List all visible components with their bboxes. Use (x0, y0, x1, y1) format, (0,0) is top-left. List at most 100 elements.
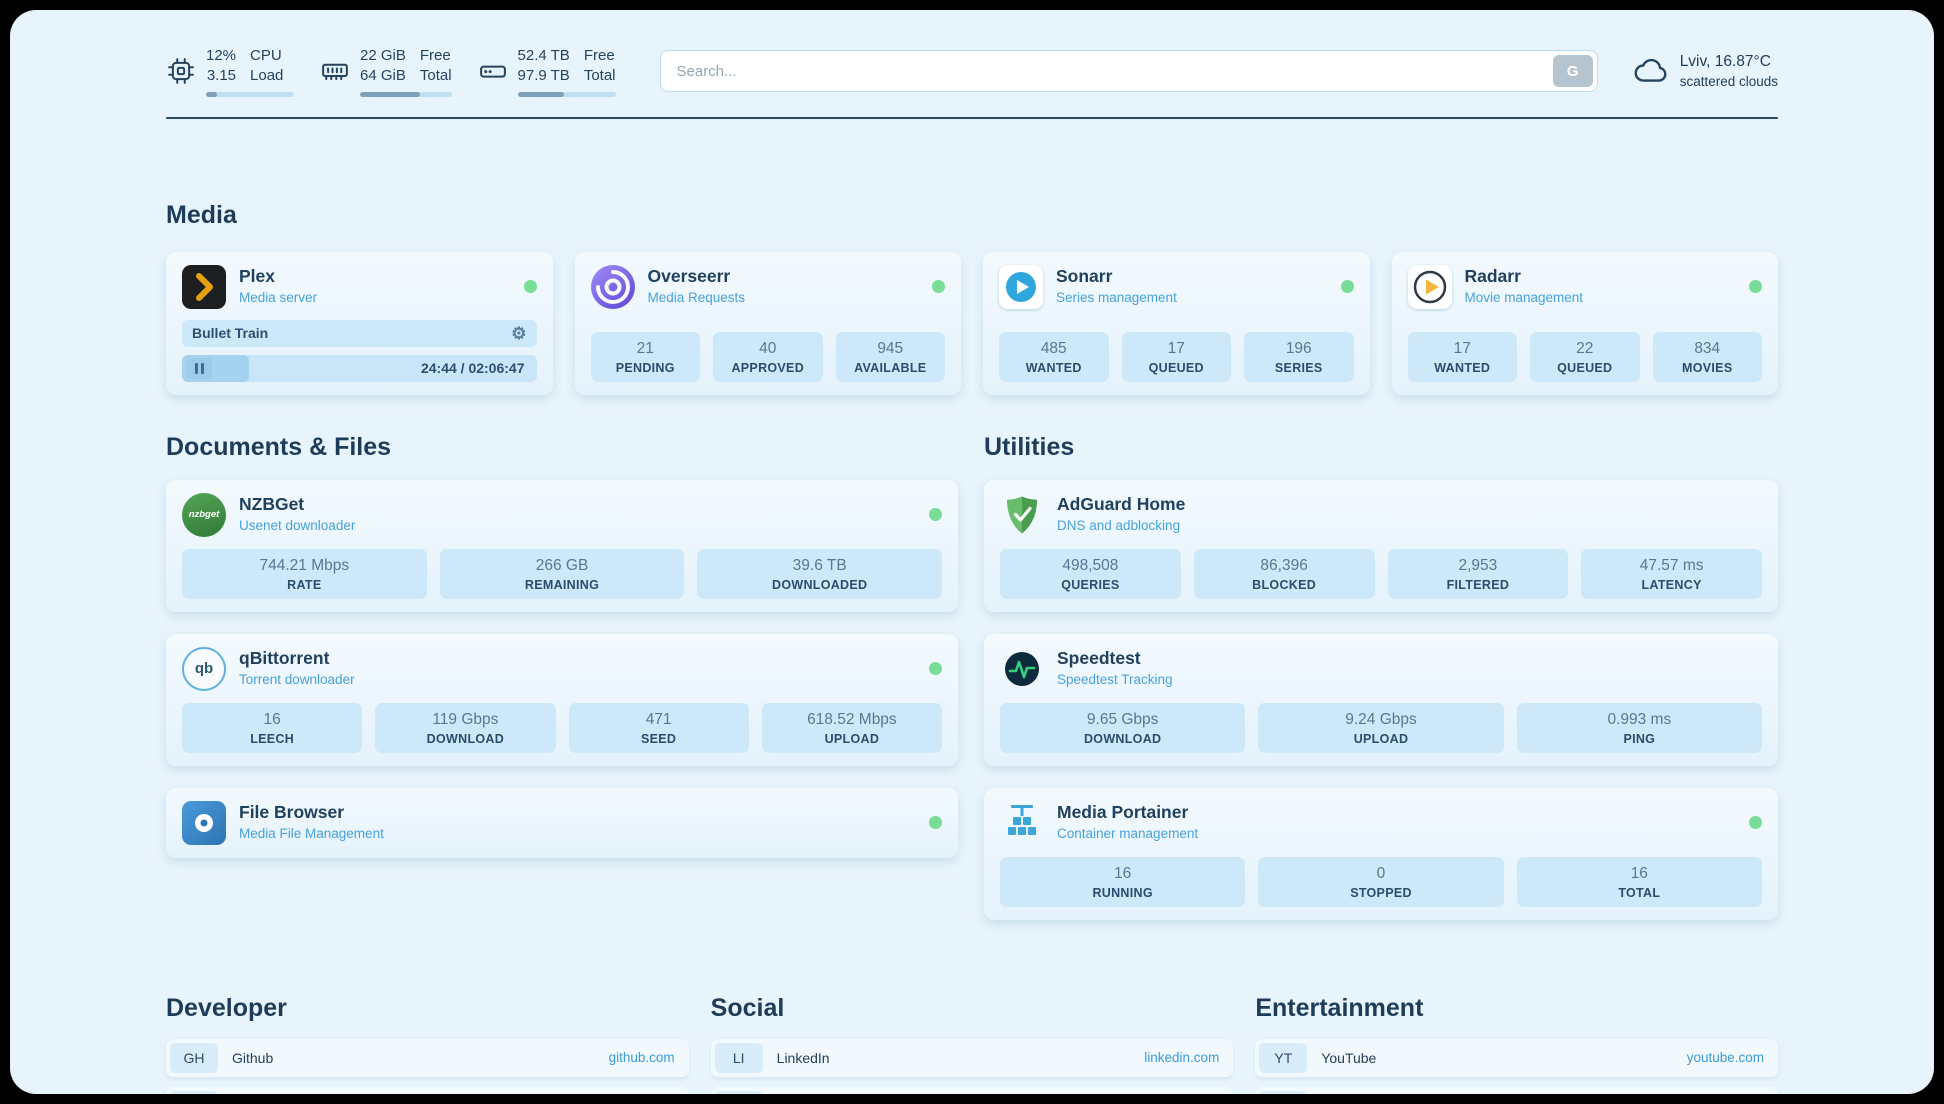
search-engine-button[interactable]: G (1552, 55, 1593, 88)
bookmark-abbr: GH (170, 1042, 218, 1073)
cpu-percent: 12% (206, 47, 237, 64)
stat-queued: 22 QUEUED (1530, 331, 1640, 382)
app-link-adguard[interactable]: AdGuard Home DNS and adblocking (1000, 493, 1762, 537)
bookmark-url: github.com (608, 1050, 675, 1065)
cpu-label: CPU (250, 47, 282, 64)
playback-progress[interactable]: 24:44 / 02:06:47 (182, 354, 537, 382)
playback-time: 24:44 / 02:06:47 (420, 360, 525, 376)
stat-label: PING (1623, 731, 1656, 746)
stat-value: 17 (1167, 339, 1185, 357)
bookmark-abbr: LI (714, 1042, 763, 1073)
app-link-plex[interactable]: Plex Media server (182, 264, 537, 309)
stat-value: 498,508 (1062, 556, 1119, 574)
app-card-plex: Plex Media server Bullet Train ⚙ 24:44 /… (166, 251, 553, 395)
now-playing-title: Bullet Train (192, 325, 269, 341)
portainer-icon (1000, 801, 1044, 845)
bookmark-url: youtube.com (1686, 1050, 1764, 1065)
bookmark-linkedin[interactable]: LI LinkedIn linkedin.com (710, 1038, 1234, 1077)
stat-label: TOTAL (1618, 885, 1661, 900)
stat-value: 485 (1040, 339, 1067, 357)
stat-value: 16 (263, 710, 281, 728)
stat-label: STOPPED (1350, 885, 1412, 900)
stat-wanted: 485 WANTED (999, 331, 1109, 382)
plex-icon (182, 264, 226, 309)
bookmark-stackoverflow[interactable]: SO StackOverflow stackoverflow.com (166, 1086, 689, 1094)
app-subtitle: DNS and adblocking (1057, 518, 1181, 533)
bookmarks: Developer GH Github github.com SO StackO… (166, 993, 1778, 1094)
app-name: File Browser (239, 802, 345, 823)
stat-label: AVAILABLE (854, 360, 927, 375)
stat-movies: 834 MOVIES (1652, 331, 1762, 382)
now-playing-row: Bullet Train ⚙ (182, 319, 537, 347)
bookmark-abbr: YT (1259, 1042, 1308, 1073)
disk-label: Free (583, 47, 615, 64)
bookmark-github[interactable]: GH Github github.com (166, 1038, 689, 1077)
app-name: Overseerr (647, 266, 731, 287)
stat-blocked: 86,396 BLOCKED (1193, 548, 1375, 599)
disk-progress-fill (517, 91, 564, 97)
app-link-overseerr[interactable]: Overseerr Media Requests (590, 264, 945, 309)
status-dot (929, 662, 942, 675)
ram-total: 64 GiB (360, 67, 406, 85)
app-name: Media Portainer (1057, 802, 1189, 823)
app-link-radarr[interactable]: Radarr Movie management (1407, 264, 1762, 309)
stat-value: 471 (645, 710, 672, 728)
pause-icon[interactable] (187, 357, 212, 379)
app-link-nzbget[interactable]: nzbget NZBGet Usenet downloader (182, 492, 942, 537)
bookmark-netflix[interactable]: NF Netflix netflix.com (1255, 1086, 1778, 1094)
sonarr-icon (999, 264, 1043, 309)
app-link-filebrowser[interactable]: File Browser Media File Management (182, 800, 942, 845)
app-card-overseerr: Overseerr Media Requests 21 PENDING 40 A… (574, 251, 961, 395)
documents-column: Documents & Files nzbget NZBGet Usenet d… (166, 433, 958, 858)
stat-queries: 498,508 QUERIES (1000, 548, 1181, 599)
app-subtitle: Series management (1056, 290, 1177, 305)
app-link-sonarr[interactable]: Sonarr Series management (999, 264, 1354, 309)
adguard-icon (1000, 493, 1044, 537)
stat-wanted: 17 WANTED (1407, 331, 1517, 382)
qbittorrent-icon: qb (182, 646, 226, 691)
stat-label: DOWNLOAD (426, 731, 505, 746)
stat-label: MOVIES (1682, 360, 1733, 375)
stat-upload: 9.24 Gbps UPLOAD (1258, 702, 1504, 753)
app-card-filebrowser: File Browser Media File Management (166, 787, 958, 858)
stat-label: WANTED (1434, 360, 1491, 375)
stat-value: 266 GB (535, 556, 589, 574)
app-name: Radarr (1464, 266, 1521, 287)
stat-label: BLOCKED (1252, 577, 1317, 592)
stat-filtered: 2,953 FILTERED (1387, 548, 1569, 599)
app-subtitle: Container management (1057, 826, 1199, 841)
app-name: Plex (239, 266, 275, 287)
bookmark-twitter[interactable]: TW Twitter twitter.com (710, 1086, 1234, 1094)
speedtest-icon (1000, 647, 1044, 691)
cpu-icon (166, 56, 196, 86)
links-developer: Developer GH Github github.com SO StackO… (166, 994, 689, 1094)
gear-icon[interactable]: ⚙ (511, 323, 527, 343)
status-dot (1749, 816, 1762, 829)
radarr-icon (1407, 264, 1452, 309)
app-link-speedtest[interactable]: Speedtest Speedtest Tracking (1000, 647, 1762, 691)
stat-pending: 21 PENDING (590, 331, 700, 382)
stat-remaining: 266 GB REMAINING (439, 548, 685, 599)
stat-value: 22 (1576, 339, 1594, 357)
stat-label: REMAINING (524, 577, 600, 592)
ram-label-2: Total (419, 67, 452, 85)
stat-label: APPROVED (731, 360, 805, 375)
nzbget-icon: nzbget (182, 492, 226, 537)
stat-ping: 0.993 ms PING (1516, 702, 1762, 753)
stat-value: 834 (1694, 339, 1721, 357)
stat-label: PENDING (615, 360, 675, 375)
links-social: Social LI LinkedIn linkedin.com TW Twitt… (710, 994, 1234, 1094)
stat-value: 16 (1114, 864, 1132, 882)
app-link-qbittorrent[interactable]: qb qBittorrent Torrent downloader (182, 646, 942, 691)
stat-label: FILTERED (1446, 577, 1510, 592)
app-card-speedtest: Speedtest Speedtest Tracking 9.65 Gbps D… (984, 633, 1778, 766)
stat-label: UPLOAD (824, 731, 880, 746)
app-link-portainer[interactable]: Media Portainer Container management (1000, 801, 1762, 845)
search-input[interactable] (659, 50, 1598, 93)
cpu-progress-fill (206, 91, 217, 97)
media-grid: Plex Media server Bullet Train ⚙ 24:44 /… (166, 251, 1778, 395)
section-title-entertainment: Entertainment (1255, 993, 1424, 1022)
app-card-portainer: Media Portainer Container management 16 … (984, 787, 1778, 920)
bookmark-youtube[interactable]: YT YouTube youtube.com (1255, 1038, 1778, 1077)
